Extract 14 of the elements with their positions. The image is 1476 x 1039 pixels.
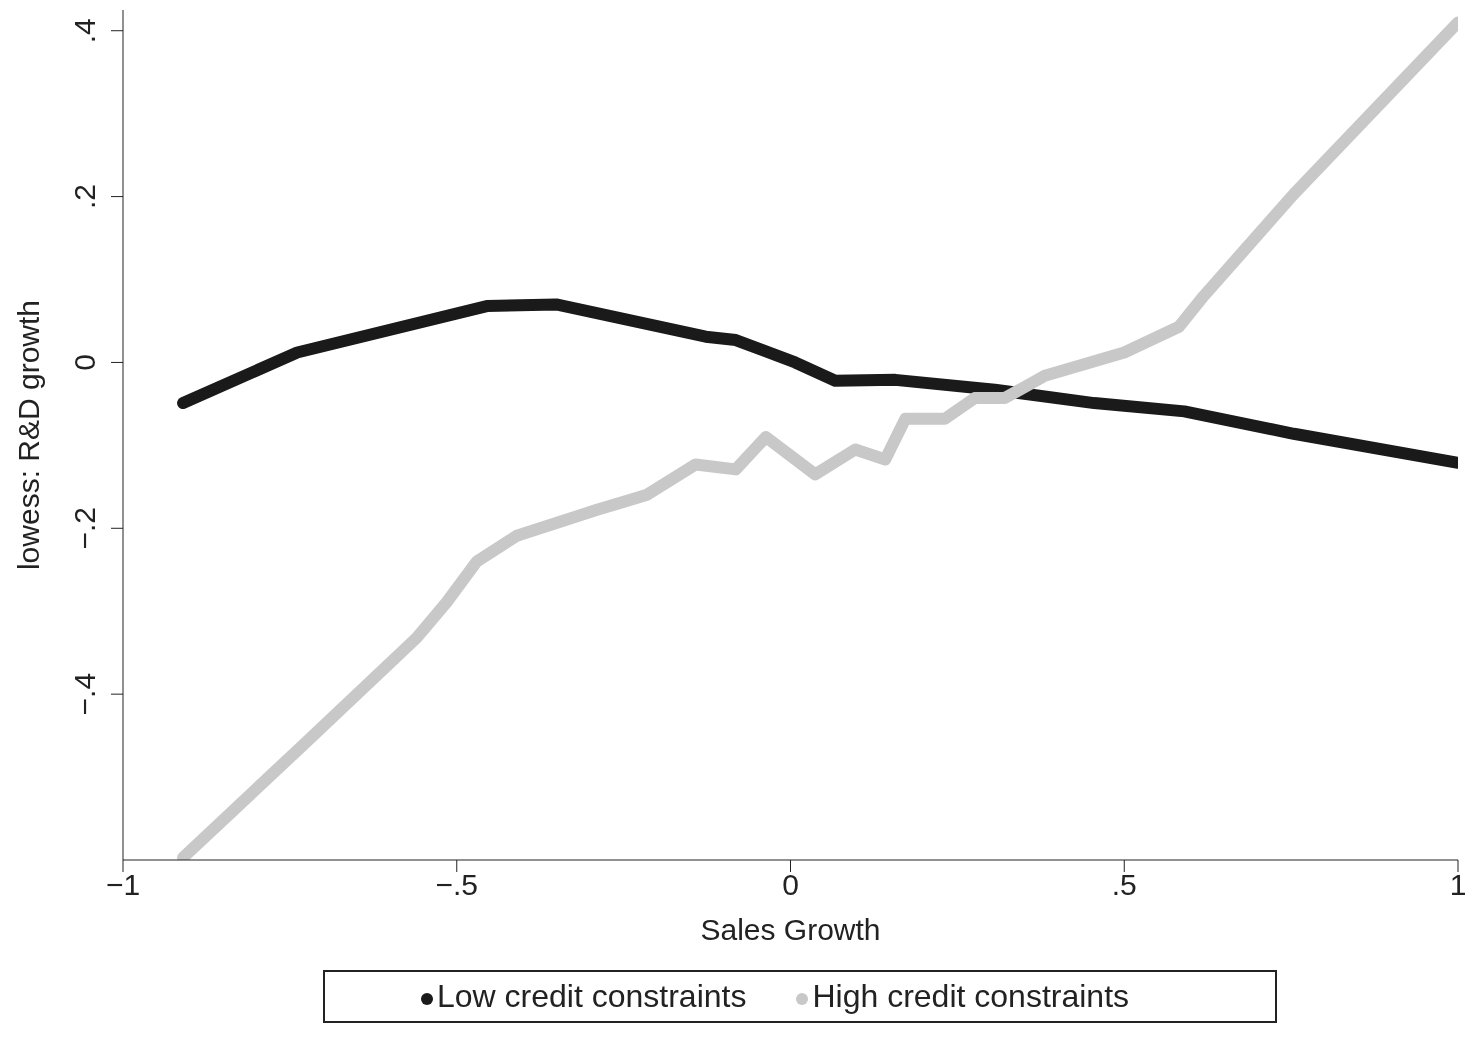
legend-label: High credit constraints xyxy=(812,978,1130,1014)
legend-label: Low credit constraints xyxy=(436,978,747,1014)
x-axis-title: Sales Growth xyxy=(700,913,881,946)
y-tick-label: −.2 xyxy=(68,507,101,550)
x-tick-label: 1 xyxy=(1449,868,1467,902)
y-tick-label: .4 xyxy=(68,18,101,44)
y-tick-label: −.4 xyxy=(68,672,101,716)
x-tick-label: −1 xyxy=(105,868,141,902)
y-tick-label: 0 xyxy=(68,354,101,371)
x-tick-label: .5 xyxy=(1111,868,1137,902)
y-tick-label: .2 xyxy=(68,184,101,210)
y-axis-title: lowess: R&D growth xyxy=(11,299,45,571)
x-tick-label: −.5 xyxy=(435,868,479,902)
x-tick-label: 0 xyxy=(782,868,799,902)
